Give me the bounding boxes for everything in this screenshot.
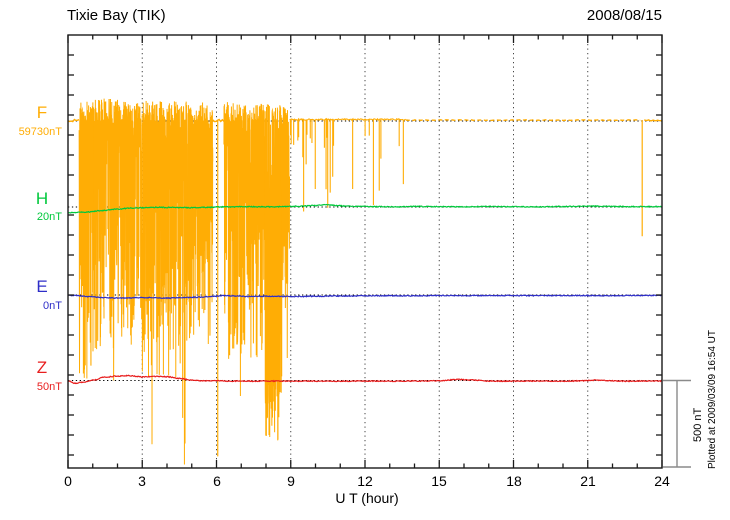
trace-label-F: F [36, 103, 48, 122]
trace-label-Z: Z [36, 358, 48, 377]
trace-baseline-value-Z: 50nT [36, 381, 62, 393]
trace-baseline-value-E: 0nT [43, 300, 62, 312]
trace-label-H: H [35, 189, 49, 208]
x-axis-title: U T (hour) [335, 490, 399, 506]
observation-date: 2008/08/15 [586, 7, 662, 24]
trace-label-E: E [36, 277, 48, 296]
plotted-at-note: Plotted at 2009/03/09 16:54 UT [707, 330, 718, 469]
scale-bar-label: 500 nT [692, 407, 704, 442]
x-axis-tick-label-6: 6 [213, 473, 221, 489]
x-axis-tick-label-0: 0 [64, 473, 72, 489]
trace-baseline-value-H: 20nT [36, 211, 62, 223]
x-axis-tick-label-15: 15 [431, 473, 447, 489]
station-title: Tixie Bay (TIK) [67, 7, 166, 24]
x-axis-tick-label-18: 18 [506, 473, 522, 489]
x-axis-tick-label-24: 24 [654, 473, 670, 489]
x-axis-tick-label-12: 12 [357, 473, 373, 489]
x-axis-tick-label-3: 3 [138, 473, 146, 489]
x-axis-tick-label-21: 21 [580, 473, 596, 489]
x-axis-tick-label-9: 9 [287, 473, 295, 489]
trace-baseline-value-F: 59730nT [18, 126, 62, 138]
